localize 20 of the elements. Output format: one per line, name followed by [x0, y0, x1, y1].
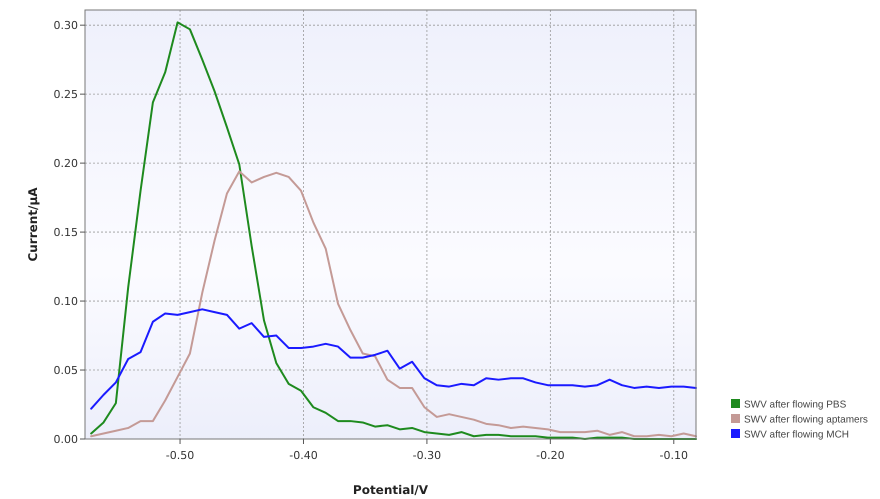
- legend-label: SWV after flowing MCH: [744, 430, 850, 440]
- y-tick-label: 0.15: [54, 226, 78, 239]
- legend-label: SWV after flowing aptamers: [744, 414, 868, 426]
- legend-label: SWV after flowing PBS: [744, 400, 847, 410]
- y-tick-label: 0.25: [54, 88, 78, 101]
- y-axis-title: Current/µA: [26, 186, 40, 262]
- y-tick-label: 0.30: [54, 19, 78, 32]
- line-series: [90, 21, 697, 440]
- x-tick-label: -0.30: [412, 449, 442, 462]
- line-series: [90, 170, 697, 438]
- x-tick-label: -0.40: [289, 449, 318, 462]
- x-tick-label: -0.20: [536, 449, 565, 462]
- x-axis-title: Potential/V: [352, 483, 429, 497]
- y-tick-label: 0.05: [54, 364, 78, 377]
- y-tick-label: 0.00: [54, 432, 78, 446]
- line-series: [90, 308, 697, 410]
- x-tick-label: -0.10: [660, 449, 688, 462]
- x-tick-label: -0.50: [166, 449, 194, 462]
- y-tick-label: 0.20: [54, 156, 78, 170]
- y-tick-label: 0.10: [54, 294, 78, 308]
